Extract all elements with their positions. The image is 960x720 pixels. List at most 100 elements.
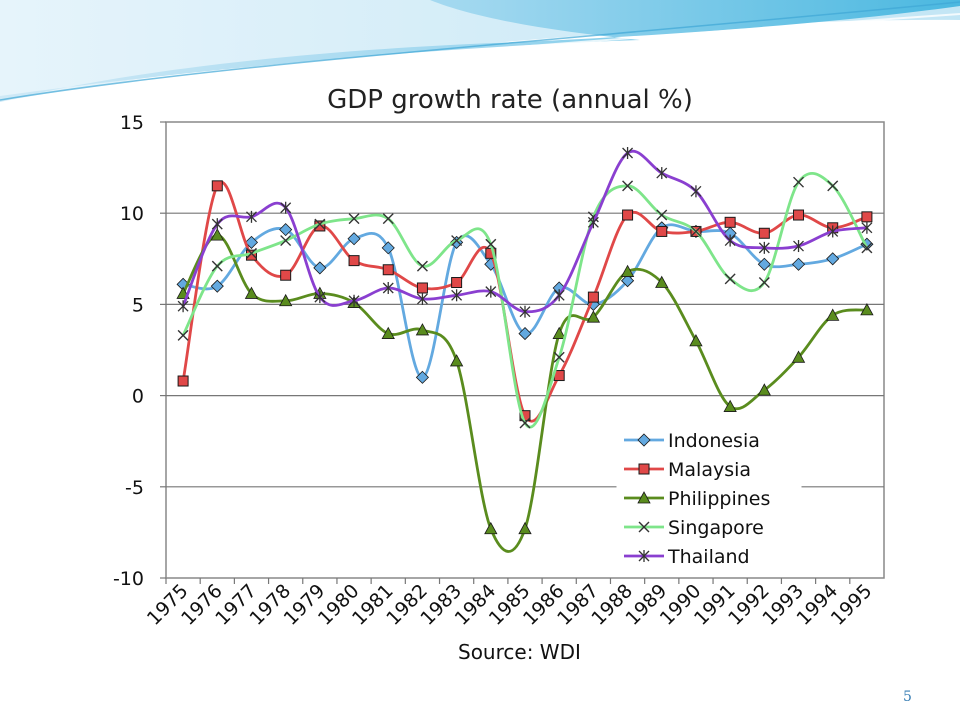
- data-point: [280, 201, 292, 214]
- data-point: [519, 417, 531, 429]
- data-point: [553, 351, 565, 363]
- data-point: [518, 521, 532, 535]
- data-point: [177, 375, 189, 387]
- y-tick-label: 15: [120, 112, 144, 134]
- data-point: [656, 209, 668, 221]
- source-note: Source: WDI: [458, 640, 581, 664]
- data-point: [451, 235, 463, 247]
- data-point: [381, 326, 395, 339]
- data-point: [793, 240, 804, 253]
- y-tick-label: -5: [125, 477, 144, 499]
- data-point: [758, 277, 770, 289]
- data-point: [724, 234, 736, 247]
- series-thailand: [177, 147, 873, 318]
- legend-entry-indonesia: Indonesia: [624, 430, 760, 452]
- data-point: [689, 334, 703, 347]
- data-point: [757, 383, 772, 396]
- legend-marker: [637, 491, 651, 504]
- y-tick-label: 10: [120, 203, 144, 225]
- data-point: [314, 291, 326, 304]
- data-point: [518, 327, 532, 341]
- data-point: [793, 176, 805, 188]
- y-tick-label: 0: [132, 386, 144, 408]
- data-point: [416, 292, 428, 305]
- data-point: [757, 257, 771, 271]
- y-tick-label: -10: [113, 568, 144, 590]
- data-point: [382, 264, 394, 276]
- data-point: [586, 310, 601, 323]
- data-point: [861, 242, 873, 254]
- y-axis-ticks: 15 10 5 0 -5 -10: [113, 112, 144, 590]
- data-point: [382, 213, 394, 225]
- y-tick-label: 5: [132, 294, 144, 316]
- data-point: [279, 223, 293, 237]
- data-point: [827, 180, 839, 192]
- data-point: [246, 210, 257, 223]
- data-point: [622, 209, 634, 221]
- legend-marker: [638, 463, 650, 475]
- data-point: [791, 350, 806, 363]
- legend-label: Philippines: [668, 488, 770, 510]
- chart-title: GDP growth rate (annual %): [327, 85, 693, 115]
- legend-label: Malaysia: [668, 459, 751, 481]
- data-point: [758, 241, 770, 254]
- data-point: [211, 180, 223, 192]
- series-lines: [176, 147, 874, 553]
- data-point: [724, 273, 736, 285]
- data-point: [519, 305, 531, 318]
- data-point: [381, 241, 395, 255]
- data-point: [827, 225, 839, 238]
- data-point: [826, 252, 840, 266]
- data-point: [211, 260, 223, 272]
- data-point: [314, 218, 326, 230]
- legend-entry-malaysia: Malaysia: [624, 459, 751, 481]
- data-point: [655, 275, 669, 288]
- data-point: [244, 235, 259, 249]
- data-point: [451, 289, 463, 302]
- data-point: [348, 213, 360, 225]
- data-point: [416, 260, 428, 272]
- data-point: [860, 303, 874, 316]
- data-point: [278, 293, 293, 307]
- data-point: [449, 354, 464, 367]
- data-point: [416, 282, 428, 294]
- data-point: [382, 281, 394, 294]
- legend-label: Thailand: [667, 546, 750, 568]
- data-point: [280, 235, 292, 247]
- page-number: 5: [903, 689, 912, 705]
- legend-marker: [638, 550, 650, 562]
- data-point: [485, 238, 497, 250]
- data-point: [244, 286, 259, 299]
- legend-label: Singapore: [668, 517, 764, 539]
- series-singapore: [177, 171, 873, 429]
- legend: Indonesia Malaysia Philippines Singapore Tha…: [616, 422, 802, 574]
- data-point: [485, 285, 497, 298]
- data-point: [313, 261, 327, 275]
- series-philippines: [176, 228, 874, 553]
- data-point: [280, 269, 292, 281]
- data-point: [622, 180, 634, 192]
- data-point: [348, 255, 360, 267]
- legend-entry-singapore: Singapore: [624, 517, 764, 539]
- data-point: [861, 221, 873, 234]
- data-point: [791, 257, 806, 271]
- data-point: [656, 225, 668, 237]
- data-point: [210, 279, 224, 293]
- data-point: [348, 294, 360, 307]
- data-point: [622, 147, 634, 160]
- data-point: [826, 308, 840, 321]
- data-point: [415, 370, 429, 384]
- legend-entry-thailand: Thailand: [624, 546, 750, 568]
- data-point: [758, 227, 770, 239]
- data-point: [724, 216, 736, 228]
- legend-label: Indonesia: [668, 430, 760, 452]
- data-point: [210, 228, 224, 241]
- data-point: [211, 218, 223, 231]
- data-point: [415, 323, 430, 336]
- data-point: [587, 216, 599, 229]
- data-point: [620, 264, 635, 277]
- data-point: [177, 329, 189, 341]
- data-point: [690, 185, 702, 198]
